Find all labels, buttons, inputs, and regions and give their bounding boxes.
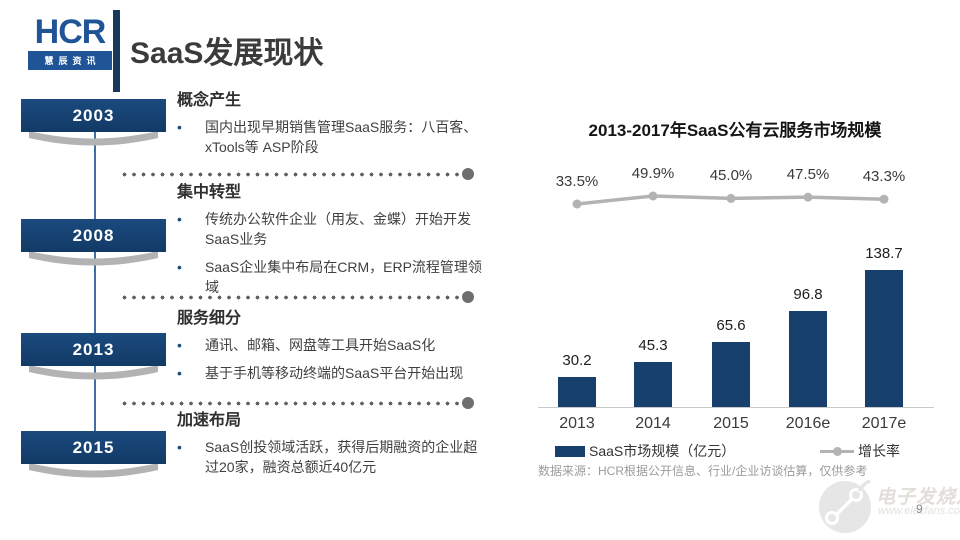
x-axis-line <box>538 407 934 408</box>
title-divider-bar <box>113 10 120 92</box>
bar-value-label: 138.7 <box>865 245 903 262</box>
timeline-bullet: • 国内出现早期销售管理SaaS服务：八百客、xTools等 ASP阶段 <box>177 117 489 157</box>
timeline-year-label: 2013 <box>72 340 115 359</box>
bullet-marker: • <box>177 211 182 227</box>
growth-rate-label: 49.9% <box>631 165 675 182</box>
x-axis-category-label: 2015 <box>713 415 749 432</box>
bullet-marker: • <box>177 337 182 353</box>
legend-item-market-size: SaaS市场规模（亿元） <box>555 441 735 461</box>
page-number: 9 <box>916 502 923 516</box>
line-series-swatch <box>820 446 854 456</box>
timeline-section-2008: 集中转型 • 传统办公软件企业（用友、金蝶）开始开发SaaS业务 • SaaS企业集中布… <box>177 178 489 305</box>
bullet-text: SaaS企业集中布局在CRM，ERP流程管理领域 <box>205 259 482 295</box>
timeline-year-banner-2015: 2015 <box>21 431 166 464</box>
timeline-year-banner-2008: 2008 <box>21 219 166 252</box>
timeline-separator-end-dot <box>462 291 474 303</box>
timeline-section-2013: 服务细分 • 通讯、邮箱、网盘等工具开始SaaS化 • 基于手机等移动终端的SaaS平台… <box>177 304 489 391</box>
bar-value-label: 65.6 <box>716 317 746 334</box>
timeline-section-2015: 加速布局 • SaaS创投领域活跃，获得后期融资的企业超过20家，融资总额近40亿元 <box>177 406 489 485</box>
bar-2013 <box>558 377 596 407</box>
timeline-year-label: 2015 <box>72 438 115 457</box>
growth-rate-label: 47.5% <box>786 166 830 184</box>
growth-rate-line <box>572 191 889 209</box>
elecfans-logo-icon <box>819 480 871 533</box>
bullet-text: 基于手机等移动终端的SaaS平台开始出现 <box>205 365 464 381</box>
bullet-marker: • <box>177 119 182 135</box>
bullet-marker: • <box>177 365 182 381</box>
bar-value-label: 96.8 <box>793 286 823 303</box>
legend-label-market-size: SaaS市场规模（亿元） <box>589 443 736 459</box>
timeline-year-banner-2013: 2013 <box>21 333 166 366</box>
x-axis-category-label: 2013 <box>559 415 595 432</box>
page-title: SaaS发展现状 <box>130 37 324 70</box>
bullet-marker: • <box>177 259 182 275</box>
timeline-banner-ribbon <box>29 365 158 380</box>
watermark: 电子发烧友 www.elecfans.com <box>818 478 960 536</box>
timeline-bullet: • 通讯、邮箱、网盘等工具开始SaaS化 <box>177 335 489 355</box>
bullet-marker: • <box>177 439 182 455</box>
bar-2015 <box>712 342 750 407</box>
chart-legend: SaaS市场规模（亿元） 增长率 <box>555 441 900 461</box>
chart-title: 2013-2017年SaaS公有云服务市场规模 <box>588 121 882 140</box>
growth-rate-label: 43.3% <box>862 168 906 186</box>
bullet-text: SaaS创投领域活跃，获得后期融资的企业超过20家，融资总额近40亿元 <box>205 439 478 475</box>
bar-2017e <box>865 270 903 407</box>
x-axis-category-label: 2016e <box>785 415 831 432</box>
timeline-year-banner-2003: 2003 <box>21 99 166 132</box>
timeline-dotted-separator <box>122 401 462 406</box>
timeline-banner-ribbon <box>29 131 158 146</box>
bar-value-label: 30.2 <box>562 352 592 369</box>
bullet-text: 通讯、邮箱、网盘等工具开始SaaS化 <box>205 337 436 353</box>
bar-2016e <box>789 311 827 407</box>
timeline-section-heading: 加速布局 <box>177 412 242 429</box>
timeline-year-label: 2008 <box>72 226 115 245</box>
timeline-bullet: • 基于手机等移动终端的SaaS平台开始出现 <box>177 363 489 383</box>
timeline-dotted-separator <box>122 295 462 300</box>
timeline-section-heading: 概念产生 <box>177 92 242 109</box>
timeline-dotted-separator <box>122 172 462 177</box>
x-axis-category-label: 2014 <box>635 415 671 432</box>
growth-rate-label: 33.5% <box>555 173 599 190</box>
timeline-year-label: 2003 <box>72 106 115 125</box>
bar-value-label: 45.3 <box>638 337 668 354</box>
timeline-bullet: • 传统办公软件企业（用友、金蝶）开始开发SaaS业务 <box>177 209 489 249</box>
hcr-logo: HCR 慧辰资讯 <box>28 14 112 70</box>
hcr-logo-subtext: 慧辰资讯 <box>28 51 112 70</box>
timeline-separator-end-dot <box>462 168 474 180</box>
timeline-bullet: • SaaS创投领域活跃，获得后期融资的企业超过20家，融资总额近40亿元 <box>177 437 489 477</box>
bullet-text: 传统办公软件企业（用友、金蝶）开始开发SaaS业务 <box>205 211 471 247</box>
timeline-section-2003: 概念产生 • 国内出现早期销售管理SaaS服务：八百客、xTools等 ASP阶段 <box>177 86 489 165</box>
watermark-url: www.elecfans.com <box>878 505 960 517</box>
timeline-vertical-line <box>94 118 96 448</box>
growth-rate-label: 45.0% <box>709 167 753 185</box>
watermark-brand: 电子发烧友 <box>876 487 960 508</box>
timeline-banner-ribbon <box>29 463 158 478</box>
timeline-separator-end-dot <box>462 397 474 409</box>
timeline-section-heading: 服务细分 <box>177 310 242 327</box>
hcr-logo-text: HCR <box>34 13 107 51</box>
bar-2014 <box>634 362 672 407</box>
data-source-note: 数据来源：HCR根据公开信息、行业/企业访谈估算，仅供参考 <box>538 464 868 478</box>
legend-label-growth-rate: 增长率 <box>858 443 900 459</box>
legend-item-growth-rate: 增长率 <box>820 441 900 461</box>
timeline-banner-ribbon <box>29 251 158 266</box>
bullet-text: 国内出现早期销售管理SaaS服务：八百客、xTools等 ASP阶段 <box>205 119 478 155</box>
timeline-section-heading: 集中转型 <box>177 184 242 201</box>
bar-series-swatch <box>555 445 585 457</box>
timeline-bullet: • SaaS企业集中布局在CRM，ERP流程管理领域 <box>177 257 489 297</box>
x-axis-category-label: 2017e <box>861 415 907 432</box>
